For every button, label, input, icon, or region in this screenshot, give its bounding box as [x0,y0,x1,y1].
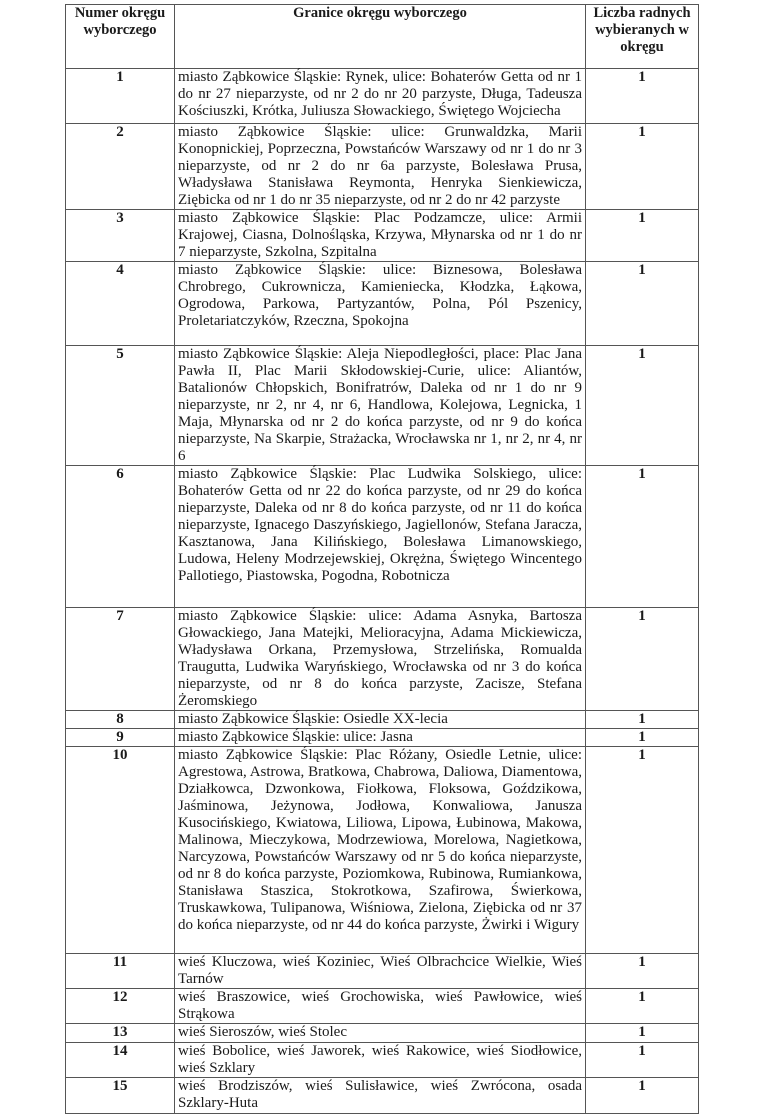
councillor-count: 1 [585,345,699,466]
header-row: Numer okręgu wyborczego Granice okręgu w… [65,4,699,69]
councillor-count: 1 [585,123,699,210]
table-row: 5 miasto Ząbkowice Śląskie: Aleja Niepodl… [65,345,699,466]
district-number: 11 [65,953,175,989]
councillor-count: 1 [585,953,699,989]
header-number: Numer okręgu wyborczego [65,4,175,69]
councillor-count: 1 [585,988,699,1024]
district-number: 5 [65,345,175,466]
table-row: 7 miasto Ząbkowice Śląskie: ulice: Adama … [65,607,699,711]
district-boundaries: miasto Ząbkowice Śląskie: Plac Podzamcze… [174,209,586,262]
district-number: 8 [65,710,175,729]
district-boundaries: miasto Ząbkowice Śląskie: Plac Różany, O… [174,746,586,954]
district-boundaries: miasto Ząbkowice Śląskie: ulice: Bizneso… [174,261,586,346]
councillor-count: 1 [585,465,699,608]
table-row: 8 miasto Ząbkowice Śląskie: Osiedle XX-le… [65,710,699,729]
table-row: 14 wieś Bobolice, wieś Jaworek, wieś Rako… [65,1042,699,1078]
district-number: 15 [65,1077,175,1114]
table-row: 6 miasto Ząbkowice Śląskie: Plac Ludwika … [65,465,699,608]
district-boundaries: miasto Ząbkowice Śląskie: Plac Ludwika S… [174,465,586,608]
header-councillors: Liczba radnych wybieranych w okręgu [585,4,699,69]
district-number: 7 [65,607,175,711]
district-number: 10 [65,746,175,954]
district-number: 1 [65,68,175,124]
table-row: 4 miasto Ząbkowice Śląskie: ulice: Biznes… [65,261,699,346]
councillor-count: 1 [585,710,699,729]
councillor-count: 1 [585,68,699,124]
district-boundaries: wieś Braszowice, wieś Grochowiska, wieś … [174,988,586,1024]
councillor-count: 1 [585,1042,699,1078]
district-number: 4 [65,261,175,346]
table-row: 2 miasto Ząbkowice Śląskie: ulice: Grunwa… [65,123,699,210]
district-boundaries: wieś Bobolice, wieś Jaworek, wieś Rakowi… [174,1042,586,1078]
district-boundaries: miasto Ząbkowice Śląskie: Rynek, ulice: … [174,68,586,124]
district-boundaries: miasto Ząbkowice Śląskie: ulice: Grunwal… [174,123,586,210]
table-row: 9 miasto Ząbkowice Śląskie: ulice: Jasna 1 [65,728,699,747]
table-row: 1 miasto Ząbkowice Śląskie: Rynek, ulice:… [65,68,699,124]
table-row: 3 miasto Ząbkowice Śląskie: Plac Podzamcz… [65,209,699,262]
table-row: 13 wieś Sieroszów, wieś Stolec 1 [65,1023,699,1043]
councillor-count: 1 [585,607,699,711]
district-boundaries: wieś Brodziszów, wieś Sulisławice, wieś … [174,1077,586,1114]
district-number: 9 [65,728,175,747]
district-boundaries: miasto Ząbkowice Śląskie: ulice: Jasna [174,728,586,747]
district-number: 2 [65,123,175,210]
header-boundaries: Granice okręgu wyborczego [174,4,586,69]
councillor-count: 1 [585,728,699,747]
district-number: 14 [65,1042,175,1078]
district-number: 13 [65,1023,175,1043]
district-number: 12 [65,988,175,1024]
district-number: 6 [65,465,175,608]
district-boundaries: miasto Ząbkowice Śląskie: Osiedle XX-lec… [174,710,586,729]
councillor-count: 1 [585,261,699,346]
district-number: 3 [65,209,175,262]
councillor-count: 1 [585,746,699,954]
district-boundaries: wieś Kluczowa, wieś Koziniec, Wieś Olbra… [174,953,586,989]
table-row: 10 miasto Ząbkowice Śląskie: Plac Różany,… [65,746,699,954]
table-row: 11 wieś Kluczowa, wieś Koziniec, Wieś Olb… [65,953,699,989]
electoral-districts-table: Numer okręgu wyborczego Granice okręgu w… [65,4,699,1114]
councillor-count: 1 [585,209,699,262]
district-boundaries: miasto Ząbkowice Śląskie: ulice: Adama A… [174,607,586,711]
councillor-count: 1 [585,1023,699,1043]
table-row: 15 wieś Brodziszów, wieś Sulisławice, wie… [65,1077,699,1114]
table-row: 12 wieś Braszowice, wieś Grochowiska, wie… [65,988,699,1024]
district-boundaries: miasto Ząbkowice Śląskie: Aleja Niepodle… [174,345,586,466]
district-boundaries: wieś Sieroszów, wieś Stolec [174,1023,586,1043]
councillor-count: 1 [585,1077,699,1114]
